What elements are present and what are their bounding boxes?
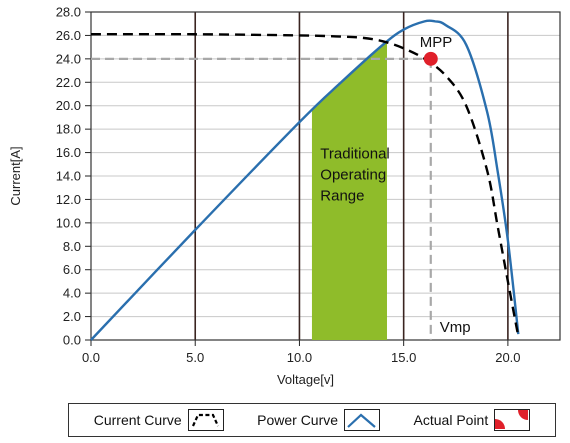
legend-label-power: Power Curve [257,412,339,428]
current-curve-line [90,32,520,337]
y-tick-label: 0.0 [63,333,81,348]
power-curve-icon [344,409,381,431]
vmp-label: Vmp [440,319,471,336]
x-tick-label: 5.0 [186,350,204,365]
x-axis-title: Voltage[v] [277,372,334,387]
legend-label-actual-point: Actual Point [413,412,489,428]
y-tick-label: 20.0 [56,98,81,113]
y-tick-label: 14.0 [56,169,81,184]
y-axis-title: Current[A] [8,146,23,205]
actual-point-icon [494,409,531,431]
operating-range-label: Range [320,187,364,204]
y-tick-label: 24.0 [56,51,81,66]
x-tick-label: 20.0 [495,350,520,365]
operating-range-layer [311,41,387,341]
operating-range-label: Operating [320,166,386,183]
x-tick-label: 15.0 [391,350,416,365]
y-tick-label: 22.0 [56,75,81,90]
mpp-point [423,51,438,66]
y-tick-label: 26.0 [56,28,81,43]
x-tick-label: 0.0 [82,350,100,365]
y-tick-label: 28.0 [56,5,81,20]
legend-item-current: Current Curve [94,409,224,431]
y-tick-label: 12.0 [56,192,81,207]
y-tick-label: 16.0 [56,145,81,160]
y-tick-label: 8.0 [63,239,81,254]
y-tick-label: 18.0 [56,122,81,137]
y-tick-label: 4.0 [63,286,81,301]
legend-item-actual-point: Actual Point [414,409,531,431]
labels-layer: 0.0 2.0 4.0 6.0 8.0 10.0 12.0 14.0 16.0 18.0 20.0 2… [8,5,521,388]
y-tick-label: 10.0 [56,215,81,230]
series-layer [90,19,520,341]
operating-range-area [311,41,387,341]
reference-lines-layer [91,57,432,340]
pv-curve-chart: 0.0 2.0 4.0 6.0 8.0 10.0 12.0 14.0 16.0 18.0 20.0 2… [8,5,561,388]
legend-item-power: Power Curve [257,409,381,431]
x-tick-label: 10.0 [287,350,312,365]
operating-range-label: Traditional [320,145,389,162]
legend-label-current: Current Curve [93,412,182,428]
y-tick-label: 2.0 [63,309,81,324]
mpp-label: MPP [420,34,453,51]
y-tick-label: 6.0 [63,262,81,277]
power-curve-line [90,19,520,341]
current-curve-icon [187,409,224,431]
legend: Current Curve Power Curve Actual Point [68,403,556,437]
